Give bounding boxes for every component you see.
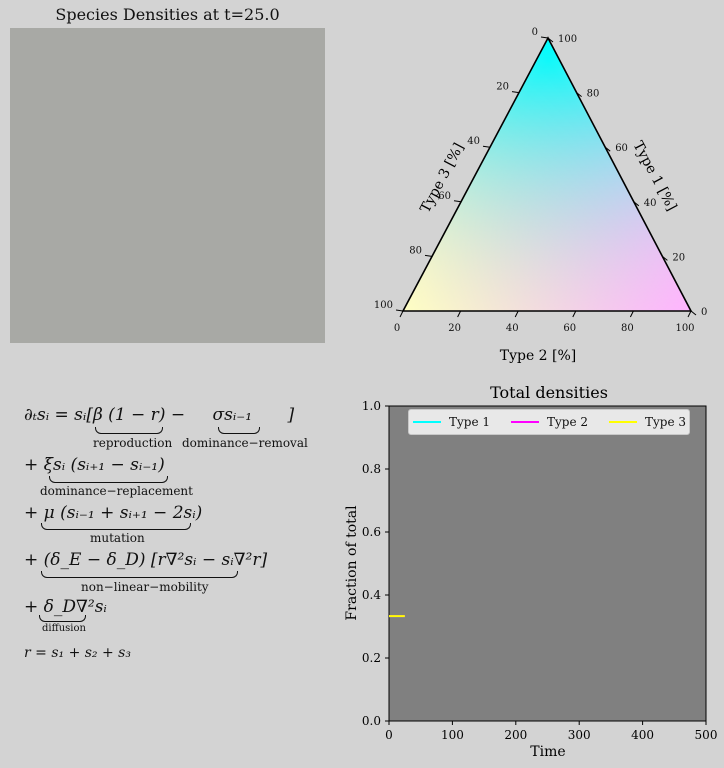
y-tick-label: 0.8	[362, 462, 381, 476]
legend-label-type2: Type 2	[547, 415, 589, 429]
y-axis-label: Fraction of total	[344, 505, 360, 621]
x-tick-label: 400	[631, 728, 654, 742]
ternary-tick-label-right: 80	[587, 89, 600, 100]
ternary-tick-label-left: 20	[496, 82, 509, 93]
x-tick-label: 200	[504, 728, 527, 742]
ternary-tick-bottom	[572, 310, 577, 318]
label-dominance-removal: dominance−removal	[182, 436, 308, 450]
ternary-tick-label-left: 100	[374, 300, 393, 311]
density-title: Species Densities at t=25.0	[55, 5, 280, 24]
ternary-tick-label-right: 0	[701, 307, 707, 318]
legend-swatch-type1	[413, 421, 441, 423]
ternary-outline	[401, 36, 693, 312]
ternary-tick-left	[540, 36, 549, 39]
equation-line-1: ∂ₜsᵢ = sᵢ[β (1 − r) − σsᵢ₋₁ ]	[24, 405, 295, 425]
equation-line-6: r = s₁ + s₂ + s₃	[24, 645, 131, 661]
ternary-tick-bottom	[514, 310, 519, 318]
density-map	[10, 28, 325, 343]
equation-line-3: + μ (sᵢ₋₁ + sᵢ₊₁ − 2sᵢ)	[24, 503, 203, 523]
ternary-tick-label-right: 100	[558, 34, 577, 45]
ternary-tick-label-left: 80	[409, 245, 422, 256]
x-tick-label: 0	[385, 728, 393, 742]
legend-swatch-type2	[511, 421, 539, 423]
y-tick-label: 0.0	[362, 714, 381, 728]
ternary-tick-bottom	[687, 310, 692, 318]
chart-title: Total densities	[490, 383, 608, 402]
label-dominance-replacement: dominance−replacement	[40, 484, 193, 498]
ternary-tick-bottom	[399, 310, 404, 318]
ternary-tick-label-bottom: 0	[394, 323, 400, 334]
ternary-tick-label-right: 20	[672, 252, 685, 263]
equation-line-4: + (δ_E − δ_D) [r∇²sᵢ − sᵢ∇²r]	[24, 550, 268, 570]
ternary-tick-right	[662, 256, 668, 261]
plot-area	[388, 405, 707, 722]
ternary-plot: 0 0 0 20 20 20 40 40 40 60 60 60 80 80 80 100 100 100 Typ…	[374, 27, 707, 364]
ternary-tick-right	[576, 92, 582, 97]
x-axis-label: Time	[530, 744, 565, 760]
ternary-tick-right	[633, 201, 640, 207]
y-tick-label: 0.4	[362, 588, 381, 602]
y-tick-label: 0.6	[362, 525, 381, 539]
ternary-tick-label-bottom: 60	[563, 323, 576, 334]
ternary-tick-right	[690, 310, 697, 316]
ternary-fill	[403, 38, 691, 311]
ternary-tick-label-left: 40	[467, 136, 480, 147]
legend-swatch-type3	[609, 421, 637, 423]
x-tick-label: 300	[568, 728, 591, 742]
ternary-tick-label-bottom: 100	[675, 323, 694, 334]
ternary-tick-label-right: 40	[644, 198, 657, 209]
legend-label-type1: Type 1	[449, 415, 491, 429]
x-tick-label: 500	[695, 728, 718, 742]
equation-line-2: + ξsᵢ (sᵢ₊₁ − sᵢ₋₁)	[24, 455, 165, 475]
equation-line-5: + δ_D∇²sᵢ	[24, 597, 107, 617]
x-tick-label: 100	[441, 728, 464, 742]
label-reproduction: reproduction	[93, 436, 173, 450]
ternary-tick-left	[395, 309, 404, 312]
ternary-tick-label-bottom: 20	[448, 323, 461, 334]
ternary-tick-label-bottom: 80	[621, 323, 634, 334]
ternary-tick-bottom	[457, 310, 462, 318]
label-mutation: mutation	[90, 531, 145, 545]
type2-axis-label: Type 2 [%]	[500, 348, 577, 364]
ternary-tick-label-bottom: 40	[506, 323, 519, 334]
label-non-linear-mobility: non−linear−mobility	[81, 580, 209, 594]
ternary-tick-label-left: 60	[438, 191, 451, 202]
ternary-tick-left	[511, 91, 520, 94]
label-diffusion: diffusion	[42, 623, 86, 634]
ternary-tick-left	[482, 145, 491, 148]
ternary-tick-left	[453, 200, 462, 203]
ternary-tick-right	[604, 146, 611, 152]
ternary-tick-label-right: 60	[615, 143, 628, 154]
y-tick-label: 0.2	[362, 651, 381, 665]
legend-label-type3: Type 3	[645, 415, 687, 429]
ternary-tick-left	[424, 254, 433, 257]
ternary-tick-label-left: 0	[532, 27, 538, 38]
ternary-tick-bottom	[629, 310, 634, 318]
ternary-tick-right	[547, 37, 554, 43]
chart-legend: Type 1 Type 2 Type 3	[408, 409, 690, 435]
y-tick-label: 1.0	[362, 399, 381, 413]
